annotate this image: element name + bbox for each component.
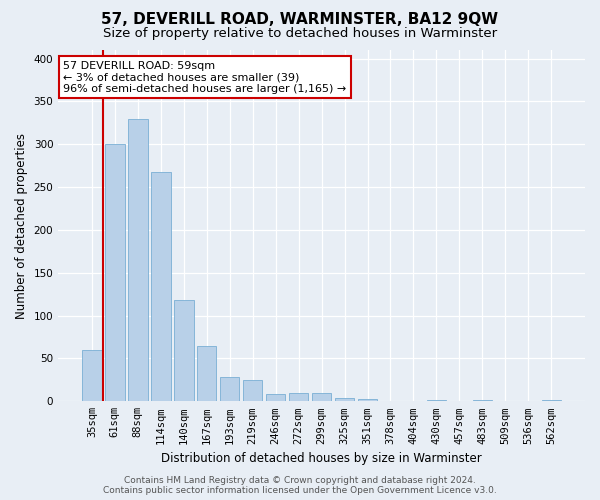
Bar [312, 392, 331, 402]
Bar [151, 172, 170, 402]
Bar [128, 118, 148, 402]
Text: Contains HM Land Registry data © Crown copyright and database right 2024.
Contai: Contains HM Land Registry data © Crown c… [103, 476, 497, 495]
Bar [542, 400, 561, 402]
Bar [427, 400, 446, 402]
Text: 57 DEVERILL ROAD: 59sqm
← 3% of detached houses are smaller (39)
96% of semi-det: 57 DEVERILL ROAD: 59sqm ← 3% of detached… [64, 60, 347, 94]
Bar [335, 398, 355, 402]
Bar [174, 300, 194, 402]
Bar [197, 346, 217, 402]
Bar [289, 392, 308, 402]
X-axis label: Distribution of detached houses by size in Warminster: Distribution of detached houses by size … [161, 452, 482, 465]
Y-axis label: Number of detached properties: Number of detached properties [15, 132, 28, 318]
Bar [243, 380, 262, 402]
Bar [358, 398, 377, 402]
Bar [266, 394, 286, 402]
Bar [105, 144, 125, 402]
Text: Size of property relative to detached houses in Warminster: Size of property relative to detached ho… [103, 28, 497, 40]
Bar [220, 378, 239, 402]
Text: 57, DEVERILL ROAD, WARMINSTER, BA12 9QW: 57, DEVERILL ROAD, WARMINSTER, BA12 9QW [101, 12, 499, 28]
Bar [82, 350, 101, 402]
Bar [473, 400, 492, 402]
